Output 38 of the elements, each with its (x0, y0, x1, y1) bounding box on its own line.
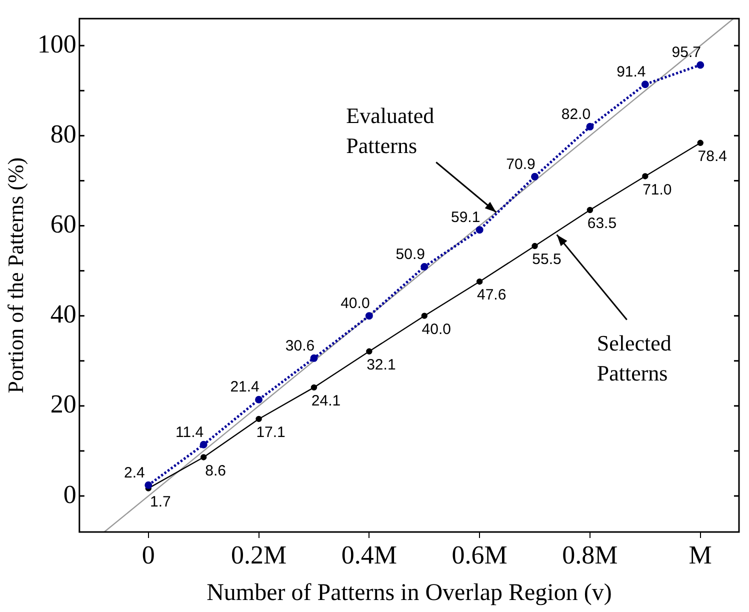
data-label: 91.4 (616, 63, 646, 80)
data-label: 11.4 (176, 424, 204, 441)
data-label: 8.6 (205, 462, 226, 480)
y-tick-label: 100 (37, 29, 76, 58)
data-label: 78.4 (698, 148, 727, 166)
data-label: 82.0 (561, 106, 591, 123)
x-tick-label: 0.8M (562, 540, 618, 570)
x-tick-label: 0.6M (452, 540, 508, 570)
data-label: 40.0 (422, 320, 451, 338)
data-label: 21.4 (230, 378, 260, 396)
data-label: 50.9 (396, 246, 425, 263)
annotation: Selected Patterns (596, 330, 672, 386)
data-label: 17.1 (256, 424, 286, 442)
annotation: Evaluated Patterns (346, 103, 434, 158)
data-label: 55.5 (532, 251, 562, 268)
data-label: 1.7 (150, 493, 171, 510)
y-tick-label: 60 (50, 210, 76, 239)
data-label: 2.4 (124, 464, 145, 482)
data-label: 59.1 (450, 208, 480, 226)
y-axis-title: Portion of the Patterns (%) (2, 157, 28, 394)
y-tick-label: 20 (50, 390, 76, 419)
y-tick-label: 0 (63, 480, 76, 509)
data-label: 70.9 (506, 156, 536, 173)
data-label: 63.5 (587, 215, 617, 232)
data-label: 32.1 (366, 356, 396, 374)
y-tick-label: 80 (50, 120, 76, 149)
data-label: 30.6 (285, 337, 315, 354)
data-label: 71.0 (642, 181, 672, 198)
data-label: 40.0 (340, 294, 370, 312)
x-tick-label: 0.2M (230, 540, 287, 570)
x-tick-label: 0.4M (341, 540, 397, 570)
data-label: 24.1 (311, 392, 341, 410)
x-tick-label: 0 (142, 540, 155, 570)
x-axis-title: Number of Patterns in Overlap Region (v) (206, 580, 612, 606)
x-tick-label: M (688, 540, 712, 570)
y-tick-label: 40 (50, 300, 76, 329)
data-label: 47.6 (476, 286, 506, 304)
data-label: 95.7 (672, 44, 701, 62)
